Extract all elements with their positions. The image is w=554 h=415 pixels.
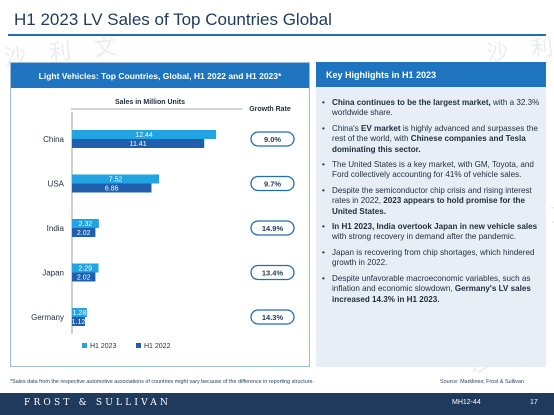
source-note: Source: Marklines; Frost & Sullivan	[440, 379, 524, 385]
highlight-text: The United States is a key market, with …	[332, 160, 534, 180]
bar-h1-2023	[72, 174, 160, 184]
legend-label: H1 2023	[90, 343, 117, 350]
bar-chart: Sales in Million Units Growth Rate China 12…	[31, 99, 295, 350]
growth-rate-value: 14.9%	[262, 224, 284, 233]
bar-h1-2022	[72, 272, 96, 282]
highlight-text: Despite unfavorable macroeconomic variab…	[332, 273, 531, 294]
growth-badge	[250, 175, 295, 192]
data-label: 2.02	[77, 230, 91, 237]
data-label: 2.32	[79, 221, 93, 228]
data-label: 2.02	[77, 275, 91, 282]
title-rule	[8, 34, 546, 36]
data-label: 1.28	[73, 310, 87, 317]
growth-rate-value: 13.4%	[262, 269, 284, 278]
growth-rate-value: 9.0%	[264, 135, 281, 144]
chart-panel: Light Vehicles: Top Countries, Global, H…	[10, 62, 310, 367]
growth-badge	[250, 131, 295, 147]
legend-swatch	[82, 343, 87, 348]
bar-h1-2022	[72, 183, 152, 193]
bar-h1-2022	[72, 317, 85, 326]
page-number: 17	[530, 399, 538, 406]
highlight-text: China's	[332, 123, 361, 133]
growth-badge	[250, 220, 295, 236]
footer-bar: FROST & SULLIVAN MH12-44 17	[0, 393, 554, 415]
highlights-list: China continues to be the largest market…	[322, 98, 542, 310]
growth-rate-value: 14.3%	[262, 313, 284, 322]
highlight-text: Japan is recovering from chip shortages,…	[332, 247, 535, 268]
highlight-text-bold: 2023 appears to hold promise for the Uni…	[332, 196, 525, 216]
highlight-text-bold: EV market	[361, 123, 401, 133]
growth-badge	[250, 264, 295, 281]
category-label: Germany	[31, 313, 64, 322]
highlight-text: with strong recovery in demand after the…	[332, 232, 517, 242]
highlight-text-bold: In H1 2023, India overtook Japan in new …	[332, 222, 538, 232]
data-label: 1.12	[72, 319, 86, 326]
legend-swatch	[136, 343, 141, 348]
document-code: MH12-44	[452, 399, 481, 406]
legend-label: H1 2022	[144, 343, 171, 350]
highlights-panel: Key Highlights in H1 2023 China continue…	[316, 62, 546, 367]
highlight-item: China's EV market is highly advanced and…	[322, 124, 542, 155]
chart-panel-header: Light Vehicles: Top Countries, Global, H…	[11, 63, 309, 88]
data-label: 2.29	[78, 266, 92, 273]
growth-rate-header: Growth Rate	[249, 106, 291, 113]
data-label: 7.52	[109, 177, 123, 184]
highlights-header: Key Highlights in H1 2023	[316, 62, 546, 87]
highlight-text-bold: China continues to be the largest market…	[332, 98, 491, 107]
highlight-text-bold: Germany's LV sales increased 14.3% in H1…	[332, 284, 531, 304]
growth-rate-value: 9.7%	[264, 180, 281, 189]
highlight-text: Despite the semiconductor chip crisis an…	[332, 185, 532, 206]
bar-h1-2022	[72, 139, 205, 148]
category-label: Japan	[42, 269, 64, 278]
highlight-item: China continues to be the largest market…	[322, 98, 542, 119]
bar-h1-2023	[72, 130, 217, 139]
data-label: 11.41	[130, 141, 147, 148]
highlight-text-bold: Chinese companies and Tesla dominating t…	[332, 134, 526, 154]
highlight-text: is highly advanced and surpasses the res…	[332, 123, 538, 144]
data-label: 6.86	[105, 186, 119, 193]
bar-h1-2023	[72, 219, 99, 228]
highlight-item: Despite unfavorable macroeconomic variab…	[322, 274, 542, 305]
highlight-item: Despite the semiconductor chip crisis an…	[322, 186, 542, 217]
footnote: *Sales data from the respective automoti…	[10, 379, 315, 385]
category-label: USA	[48, 180, 65, 189]
page-title: H1 2023 LV Sales of Top Countries Global	[14, 10, 332, 29]
growth-badge	[250, 309, 295, 325]
bar-h1-2023	[72, 263, 99, 273]
highlight-item: In H1 2023, India overtook Japan in new …	[322, 222, 542, 243]
highlight-item: Japan is recovering from chip shortages,…	[322, 248, 542, 269]
bar-h1-2022	[72, 228, 96, 237]
category-label: India	[47, 224, 65, 233]
x-axis-title: Sales in Million Units	[115, 99, 185, 106]
company-logo: FROST & SULLIVAN	[24, 398, 172, 408]
category-label: China	[43, 135, 64, 144]
highlight-text: with a 32.3% worldwide share.	[332, 98, 540, 118]
highlight-item: The United States is a key market, with …	[322, 160, 542, 181]
data-label: 12.44	[135, 132, 153, 139]
bar-h1-2023	[72, 308, 87, 317]
